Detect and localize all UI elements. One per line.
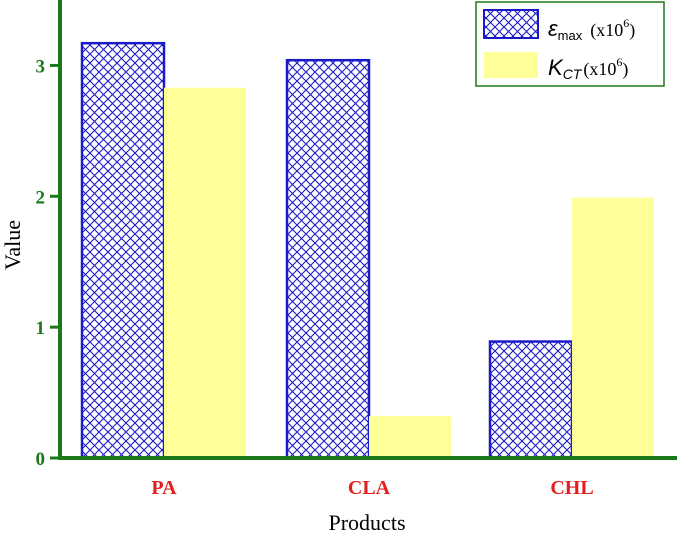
legend-series2-subscript: CT xyxy=(563,66,583,82)
x-tick-label-pa: PA xyxy=(151,477,177,499)
legend-series1-unit-exp: 6 xyxy=(623,16,629,30)
y-axis-title: Value xyxy=(0,220,25,270)
x-tick-label-cla: CLA xyxy=(348,477,391,499)
legend-series2-symbol: K xyxy=(548,55,564,80)
legend-series1-subscript: max xyxy=(558,28,583,43)
legend-series2-unit-exp: 6 xyxy=(616,55,622,69)
legend-label-series1: εmax (x106) xyxy=(548,16,635,43)
bars-group xyxy=(80,41,654,460)
bar-series1-pa xyxy=(80,41,166,460)
bar-series2-pa xyxy=(164,87,246,458)
y-tick-label-1: 1 xyxy=(36,318,46,339)
legend-series1-unit-suffix: ) xyxy=(629,20,635,41)
bar-series1-chl xyxy=(488,340,574,460)
x-axis-title: Products xyxy=(329,510,406,534)
x-tick-label-chl: CHL xyxy=(550,477,593,499)
legend-swatch-series1 xyxy=(483,9,539,39)
legend-label-series2: KCT (x106) xyxy=(548,55,628,82)
bar-series2-chl xyxy=(572,197,654,458)
x-category-labels: PA CLA CHL xyxy=(151,477,593,499)
legend-series2-unit-prefix: (x10 xyxy=(583,59,616,80)
bar-series2-cla xyxy=(369,416,451,458)
legend-series1-symbol: ε xyxy=(548,16,558,41)
y-tick-label-2: 2 xyxy=(36,187,46,208)
legend-series1-unit-prefix: (x10 xyxy=(590,20,623,41)
y-ticks-group: 0 1 2 3 xyxy=(36,56,60,470)
y-tick-label-3: 3 xyxy=(36,56,46,77)
y-tick-label-0: 0 xyxy=(36,449,46,470)
bar-series1-cla xyxy=(285,58,371,460)
legend: εmax (x106) KCT (x106) xyxy=(475,1,665,87)
legend-series2-unit-suffix: ) xyxy=(622,59,628,80)
legend-swatch-series2 xyxy=(484,52,538,78)
